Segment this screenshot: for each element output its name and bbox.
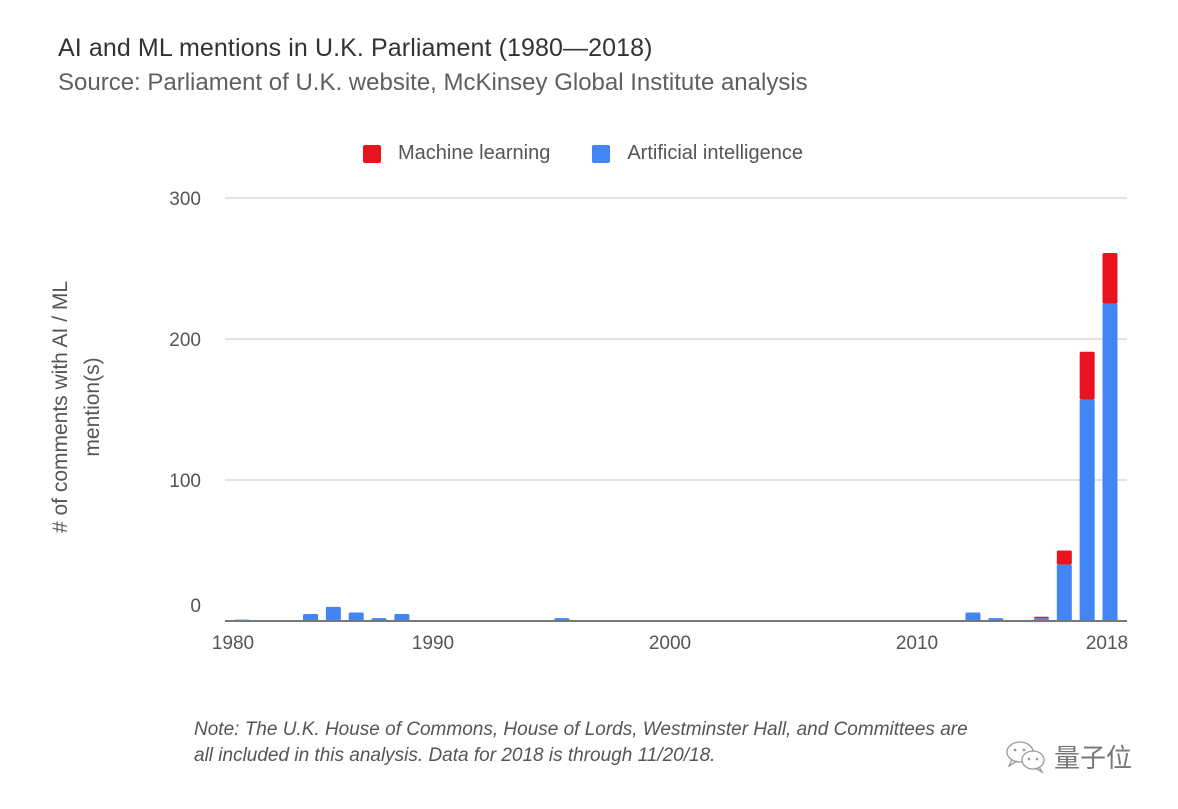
y-tick-label: 100 (169, 471, 201, 492)
watermark-text: 量子位 (1054, 743, 1133, 773)
wechat-icon (1006, 740, 1045, 774)
x-tick-label: 1990 (412, 633, 454, 654)
stacked-bar-chart: 0 100 200 300 1980 1990 2000 2010 2018 # of com… (49, 189, 1128, 654)
bar-ai-1987[interactable] (394, 613, 410, 621)
footnote-line-2: all included in this analysis. Data for … (194, 745, 716, 766)
x-tick-label: 2000 (649, 633, 691, 654)
footnote-line-1: Note: The U.K. House of Commons, House o… (194, 719, 968, 740)
legend-swatch-machine-learning (363, 144, 381, 163)
watermark: 量子位 (1004, 738, 1132, 775)
legend-label: Artificial intelligence (627, 142, 803, 164)
bars (234, 252, 1118, 622)
bar-ai-2017[interactable] (1079, 399, 1095, 621)
legend-swatch-artificial-intelligence (592, 144, 611, 163)
bar-ai-1984[interactable] (325, 606, 341, 621)
bar-ml-2017[interactable] (1079, 351, 1095, 400)
x-tick-label: 2010 (896, 633, 938, 654)
gridlines (225, 197, 1127, 481)
bar-ml-2018[interactable] (1102, 252, 1118, 304)
legend-label: Machine learning (398, 142, 551, 164)
bar-ai-1985[interactable] (348, 612, 364, 621)
chart-title: AI and ML mentions in U.K. Parliament (1… (58, 34, 653, 62)
bar-ai-2016[interactable] (1056, 564, 1072, 621)
x-tick-labels: 1980 1990 2000 2010 2018 (212, 633, 1128, 654)
y-axis-title-line1: # of comments with AI / ML (49, 281, 72, 533)
x-tick-label: 1980 (212, 633, 254, 654)
y-tick-label: 0 (190, 596, 201, 617)
bar-ml-2016[interactable] (1056, 550, 1072, 565)
bar-ai-2018[interactable] (1102, 303, 1118, 621)
bar-ai-2012[interactable] (965, 612, 981, 621)
footnote: Note: The U.K. House of Commons, House o… (194, 717, 1094, 769)
legend-item-artificial-intelligence[interactable]: Artificial intelligence (592, 142, 803, 165)
bar-ai-1983[interactable] (303, 613, 319, 621)
y-tick-label: 200 (169, 330, 201, 351)
legend-item-machine-learning[interactable]: Machine learning (363, 142, 550, 165)
x-tick-label: 2018 (1086, 633, 1128, 654)
y-tick-label: 300 (169, 189, 201, 210)
y-axis-title-line2: mention(s) (81, 357, 104, 456)
y-tick-labels: 0 100 200 300 (169, 189, 201, 617)
legend: Machine learning Artificial intelligence (363, 142, 845, 165)
chart-subtitle: Source: Parliament of U.K. website, McKi… (58, 69, 808, 96)
bar-ml-2015[interactable] (1033, 616, 1049, 619)
